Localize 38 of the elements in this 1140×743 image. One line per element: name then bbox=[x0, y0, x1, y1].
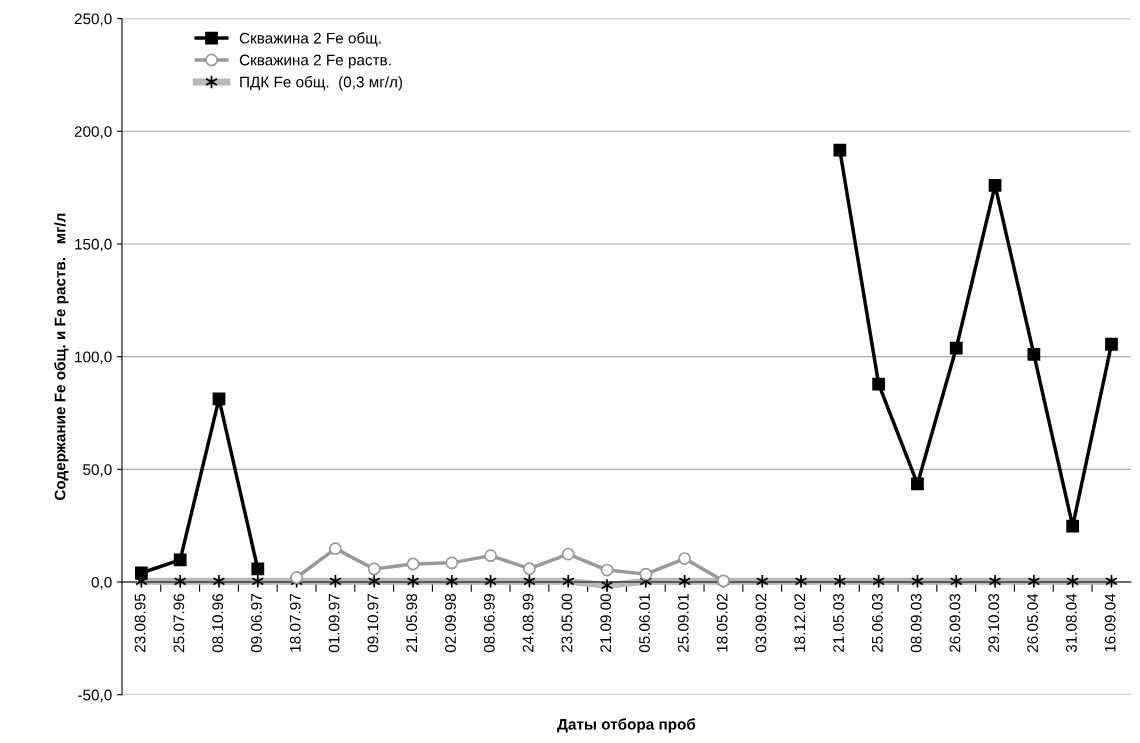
x-tick-label: 26.05.04 bbox=[1027, 593, 1038, 652]
y-tick-label: 100,0 bbox=[75, 351, 112, 365]
legend-label: ПДК Fe общ. (0,3 мг/л) bbox=[240, 76, 403, 91]
x-tick-label: 03.09.02 bbox=[755, 594, 767, 653]
x-tick-label: 16.09.04 bbox=[1104, 593, 1116, 652]
x-tick-label: 18.07.97 bbox=[289, 594, 301, 652]
x-tick-label: 08.10.96 bbox=[212, 593, 224, 653]
y-tick-label: 50,0 bbox=[83, 464, 112, 477]
x-tick-label: 24.08.99 bbox=[522, 594, 534, 652]
y-tick-label: 200,0 bbox=[74, 126, 112, 139]
x-axis-title: Даты отбора проб bbox=[557, 718, 696, 733]
x-tick-label: 25.07.96 bbox=[173, 593, 185, 652]
y-tick-label: 250,0 bbox=[74, 13, 112, 27]
x-tick-label: 26.09.03 bbox=[949, 593, 961, 652]
x-tick-label: 08.06.99 bbox=[483, 594, 495, 653]
y-tick-label: -50,0 bbox=[78, 689, 112, 703]
y-tick-label: 150,0 bbox=[75, 238, 112, 252]
x-tick-label: 23.08.95 bbox=[134, 593, 146, 652]
x-tick-label: 29.10.03 bbox=[988, 593, 1000, 652]
y-axis-title: Содержание Fe общ. и Fe раств. мг/л bbox=[54, 213, 69, 501]
x-tick-label: 21.05.03 bbox=[833, 593, 844, 652]
x-tick-label: 23.05.00 bbox=[561, 593, 573, 652]
y-tick-label: 0,0 bbox=[91, 576, 112, 590]
x-tick-label: 18.12.02 bbox=[794, 594, 806, 652]
x-tick-label: 25.06.03 bbox=[871, 593, 883, 652]
x-tick-label: 31.08.04 bbox=[1065, 593, 1077, 653]
x-tick-label: 08.09.03 bbox=[910, 593, 922, 653]
x-tick-label: 09.06.97 bbox=[251, 594, 262, 653]
legend-label: Скважина 2 Fe общ. bbox=[239, 32, 381, 47]
x-tick-label: 02.09.98 bbox=[445, 593, 456, 653]
x-tick-label: 01.09.97 bbox=[328, 594, 340, 653]
x-tick-label: 21.05.98 bbox=[406, 593, 418, 652]
x-tick-label: 09.10.97 bbox=[367, 594, 379, 653]
legend-label: Скважина 2 Fe раств. bbox=[239, 54, 391, 69]
x-tick-label: 21.09.00 bbox=[600, 593, 612, 652]
x-tick-label: 25.09.01 bbox=[677, 594, 689, 652]
x-tick-label: 18.05.02 bbox=[716, 594, 728, 652]
x-tick-label: 05.06.01 bbox=[639, 594, 650, 653]
